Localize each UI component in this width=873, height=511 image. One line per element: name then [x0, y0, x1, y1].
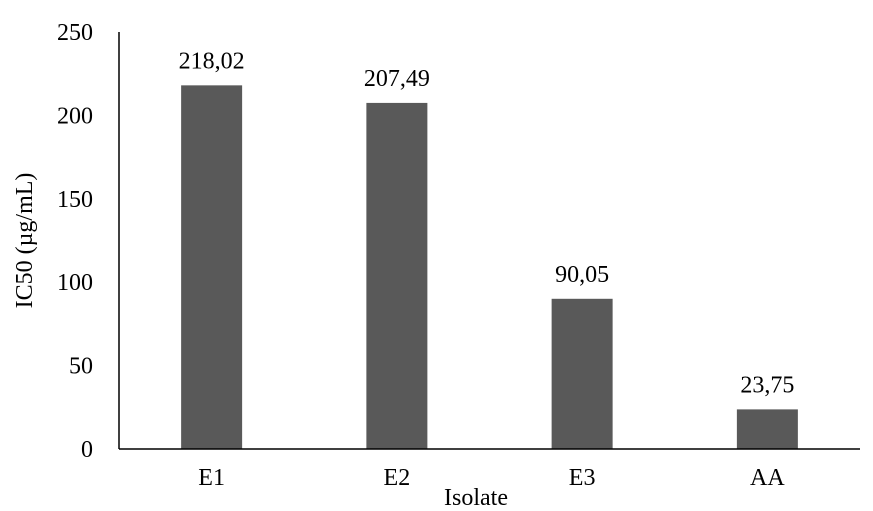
y-tick-label: 250 [57, 20, 93, 46]
data-label-aa: 23,75 [740, 372, 794, 398]
bar-e3 [551, 298, 613, 449]
x-tick-label-aa: AA [750, 465, 785, 491]
bars-group [181, 85, 798, 449]
y-tick-label: 0 [81, 437, 93, 463]
y-tick-label: 150 [57, 187, 93, 213]
data-labels-group: 218,02 207,49 90,05 23,75 [179, 48, 795, 398]
data-label-e1: 218,02 [179, 48, 245, 74]
x-axis-title: Isolate [444, 485, 508, 511]
y-tick-label: 100 [57, 270, 93, 296]
data-label-e2: 207,49 [364, 66, 430, 92]
data-label-e3: 90,05 [555, 262, 609, 288]
bar-aa [736, 409, 798, 449]
y-axis: 0 50 100 150 200 250 [57, 20, 120, 463]
y-axis-title: IC50 (µg/mL) [12, 173, 38, 309]
x-tick-label-e2: E2 [384, 465, 411, 491]
y-tick-label: 50 [69, 354, 93, 380]
bar-e1 [181, 85, 243, 449]
x-tick-label-e1: E1 [198, 465, 225, 491]
x-axis: E1 E2 E3 AA [119, 448, 860, 491]
y-tick-label: 200 [57, 103, 93, 129]
x-tick-label-e3: E3 [569, 465, 596, 491]
bar-e2 [366, 102, 428, 449]
